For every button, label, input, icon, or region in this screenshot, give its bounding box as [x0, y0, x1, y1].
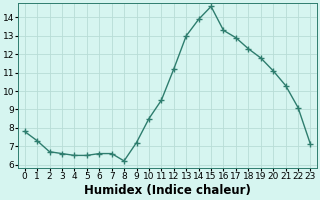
- X-axis label: Humidex (Indice chaleur): Humidex (Indice chaleur): [84, 184, 251, 197]
